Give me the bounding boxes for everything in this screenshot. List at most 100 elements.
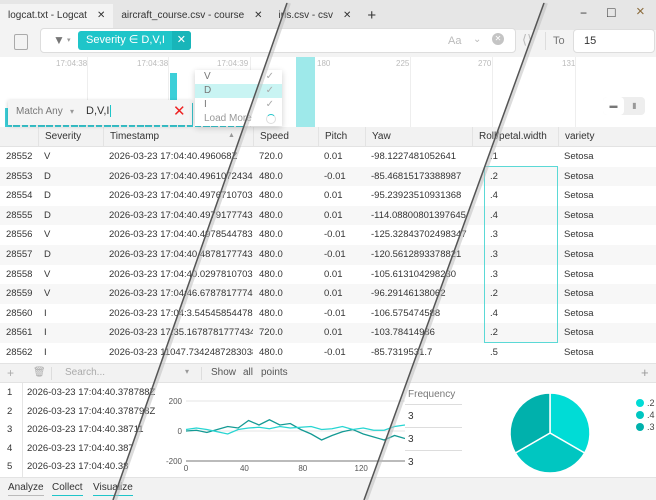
table-cell[interactable]: V bbox=[44, 151, 51, 162]
table-cell[interactable]: Setosa bbox=[564, 288, 594, 300]
filter-chip[interactable]: Severity ∈ D,V,I ✕ bbox=[78, 31, 191, 50]
tab-logcat[interactable]: logcat.txt - Logcat ✕ bbox=[0, 4, 114, 30]
add-icon[interactable]: + bbox=[7, 366, 15, 380]
table-row[interactable]: 28562 I 2026-03-23 11047.7342487283038 480.… bbox=[0, 343, 656, 363]
chevron-down-icon[interactable]: ▾ bbox=[185, 367, 190, 376]
table-cell[interactable]: Setosa bbox=[564, 151, 594, 162]
clear-filter-icon[interactable]: ✕ bbox=[492, 33, 504, 45]
table-cell[interactable]: Setosa bbox=[564, 347, 594, 358]
table-cell[interactable]: 2026-03-23 17:04:40.02978107034 bbox=[109, 268, 253, 280]
table-cell[interactable]: D bbox=[44, 209, 51, 221]
table-cell[interactable]: 0.01 bbox=[324, 268, 343, 280]
table-cell[interactable]: 480.0 bbox=[259, 209, 283, 221]
table-cell[interactable]: 2026-03-23 17:04:40.48781777434 bbox=[109, 249, 253, 260]
table-cell[interactable]: Setosa bbox=[564, 190, 594, 202]
table-cell[interactable]: 480.0 bbox=[259, 307, 283, 319]
option-i[interactable]: I ✓ bbox=[195, 98, 282, 112]
match-case-toggle[interactable]: Aa bbox=[448, 35, 462, 47]
tab-collect[interactable]: Collect bbox=[52, 482, 83, 496]
table-cell[interactable]: -105.613104298230 bbox=[371, 268, 457, 280]
table-cell[interactable]: -0.01 bbox=[324, 307, 346, 319]
minimize-button[interactable]: − bbox=[580, 6, 588, 20]
table-cell[interactable]: D bbox=[44, 170, 51, 182]
list-item[interactable]: 5 2026-03-23 17:04:40.38 bbox=[0, 457, 155, 476]
column-header-yaw[interactable]: Yaw bbox=[365, 127, 472, 147]
chart-view-icon[interactable]: ▮ bbox=[632, 101, 637, 110]
table-cell[interactable]: 480.0 bbox=[259, 170, 283, 182]
table-cell[interactable]: 480.0 bbox=[259, 268, 283, 280]
list-item[interactable]: 4 2026-03-23 17:04:40.387 bbox=[0, 439, 155, 458]
show-all-option[interactable]: all bbox=[243, 367, 254, 378]
table-cell[interactable]: Setosa bbox=[564, 170, 594, 182]
table-cell[interactable]: 2026-03-23 17:04:3.5454585447835 bbox=[109, 307, 253, 319]
table-row[interactable]: 28552 V 2026-03-23 17:04:40.496068Z 720.0 0.… bbox=[0, 147, 656, 167]
table-cell[interactable]: -85.7319531.7 bbox=[371, 347, 433, 358]
table-cell[interactable]: 2026-03-23 17:35.1678781777434 bbox=[109, 327, 253, 339]
table-cell[interactable]: -95.23923510931368 bbox=[371, 190, 462, 202]
close-icon[interactable]: ✕ bbox=[343, 10, 352, 21]
list-item[interactable]: 2 2026-03-23 17:04:40.378798Z bbox=[0, 402, 155, 421]
filter-funnel-icon[interactable]: ▼ bbox=[53, 33, 65, 47]
table-cell[interactable]: -120.5612893378821 bbox=[371, 249, 462, 260]
tab-analyze[interactable]: Analyze bbox=[8, 482, 44, 496]
load-more-button[interactable]: Load More bbox=[195, 112, 282, 126]
table-cell[interactable]: -98.1227481052641 bbox=[371, 151, 457, 162]
search-input[interactable]: Search... bbox=[65, 367, 106, 378]
table-cell[interactable]: 2026-03-23 17:04:40.49791777434 bbox=[109, 209, 253, 221]
table-cell[interactable]: 0.01 bbox=[324, 190, 343, 202]
table-cell[interactable]: D bbox=[44, 190, 51, 202]
match-mode-select[interactable]: Match Any bbox=[16, 106, 63, 117]
table-cell[interactable]: .5 bbox=[490, 347, 498, 358]
table-cell[interactable]: 480.0 bbox=[259, 347, 283, 358]
table-cell[interactable]: I bbox=[44, 327, 47, 339]
table-cell[interactable]: .1 bbox=[490, 151, 498, 162]
trash-icon[interactable]: 🗑 bbox=[33, 367, 46, 378]
table-cell[interactable]: -96.29146138062 bbox=[371, 288, 446, 300]
column-header-speed[interactable]: Speed bbox=[253, 127, 318, 147]
table-cell[interactable]: -85.46815173388987 bbox=[371, 170, 462, 182]
table-cell[interactable]: 28559 bbox=[6, 288, 33, 300]
table-cell[interactable]: -106.575474588 bbox=[371, 307, 441, 319]
histogram-selection[interactable] bbox=[296, 57, 315, 127]
table-cell[interactable]: 2026-03-23 17:04:46.678781777434 bbox=[109, 288, 253, 300]
range-icon[interactable]: ⟨⟩ bbox=[522, 32, 533, 47]
table-cell[interactable]: 0.01 bbox=[324, 327, 343, 339]
option-v[interactable]: V ✓ bbox=[195, 70, 282, 84]
tab-iris[interactable]: iris.csv - csv ✕ bbox=[271, 4, 360, 30]
table-cell[interactable]: 28555 bbox=[6, 209, 33, 221]
table-cell[interactable]: 28557 bbox=[6, 249, 33, 260]
add-panel-button[interactable]: + bbox=[641, 365, 649, 380]
list-item[interactable]: 1 2026-03-23 17:04:40.378788Z bbox=[0, 383, 155, 402]
maximize-button[interactable]: □ bbox=[607, 4, 616, 20]
to-input[interactable]: 15 bbox=[573, 29, 655, 53]
table-cell[interactable]: 28558 bbox=[6, 268, 33, 280]
table-cell[interactable]: 480.0 bbox=[259, 190, 283, 202]
close-window-button[interactable]: × bbox=[636, 3, 645, 20]
table-cell[interactable]: V bbox=[44, 229, 51, 241]
close-icon[interactable]: ✕ bbox=[254, 10, 263, 21]
table-cell[interactable]: 28552 bbox=[6, 151, 33, 162]
table-cell[interactable]: Setosa bbox=[564, 268, 594, 280]
table-cell[interactable]: 28556 bbox=[6, 229, 33, 241]
column-header-roll-petal-width[interactable]: Roll/petal.width bbox=[472, 127, 558, 147]
column-header-pitch[interactable]: Pitch bbox=[318, 127, 365, 147]
table-cell[interactable]: 0.01 bbox=[324, 151, 343, 162]
table-view-icon[interactable]: ▬ bbox=[603, 97, 624, 115]
chevron-down-icon[interactable]: ▾ bbox=[67, 37, 71, 44]
table-cell[interactable]: 0.01 bbox=[324, 209, 343, 221]
table-cell[interactable]: 28561 bbox=[6, 327, 33, 339]
table-cell[interactable]: 28554 bbox=[6, 190, 33, 202]
sort-asc-icon[interactable]: ▲ bbox=[228, 132, 235, 139]
table-cell[interactable]: D bbox=[44, 249, 51, 260]
table-cell[interactable]: 2026-03-23 11047.7342487283038 bbox=[109, 347, 253, 358]
table-cell[interactable]: 720.0 bbox=[259, 151, 283, 162]
table-cell[interactable]: 480.0 bbox=[259, 288, 283, 300]
chevron-down-icon[interactable]: ⌄ bbox=[473, 34, 482, 45]
table-cell[interactable]: -125.32843702498347 bbox=[371, 229, 467, 241]
close-icon[interactable]: ✕ bbox=[96, 10, 106, 21]
chevron-down-icon[interactable]: ▾ bbox=[70, 107, 75, 116]
pie-chart[interactable]: .2 .4 .3 bbox=[500, 383, 656, 477]
table-cell[interactable]: I bbox=[44, 307, 47, 319]
filter-value-input[interactable]: D,V,I bbox=[86, 105, 112, 117]
